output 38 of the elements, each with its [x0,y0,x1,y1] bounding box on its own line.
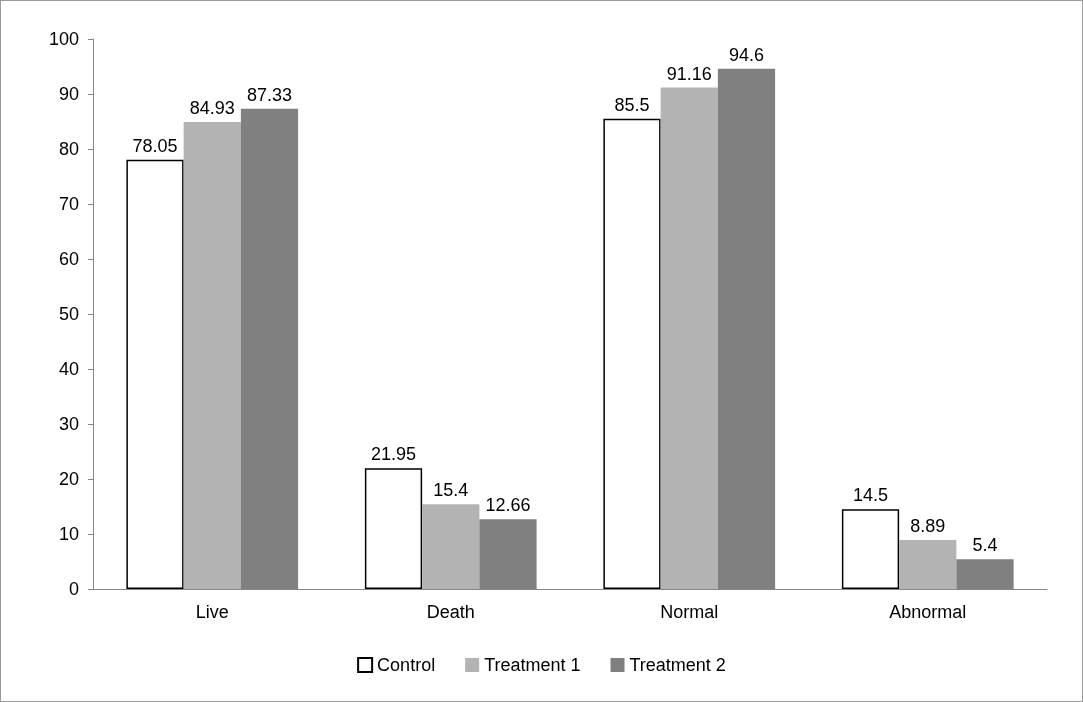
x-tick-label: Live [195,602,229,622]
y-tick-label: 100 [48,29,79,49]
data-label: 87.33 [246,84,293,105]
y-tick-label: 40 [58,359,79,379]
data-label: 15.4 [433,480,469,501]
data-label: 8.89 [910,516,946,537]
data-label: 12.66 [485,495,531,516]
legend-label: Control [377,655,436,675]
data-label: 5.4 [972,535,998,556]
bar [364,468,423,589]
bar [660,87,718,589]
bar [126,159,184,589]
y-tick-label: 90 [58,84,79,104]
y-tick-label: 0 [68,579,79,599]
bar [183,121,241,589]
legend-label: Treatment 2 [629,655,726,675]
data-label: 14.5 [852,485,889,506]
y-tick-label: 50 [58,304,79,324]
y-tick-label: 80 [58,139,79,159]
bar [603,118,661,589]
y-tick-label: 30 [58,414,79,434]
data-label: 21.95 [370,444,417,465]
y-tick-label: 60 [58,249,79,269]
x-tick-label: Normal [660,602,719,622]
data-label: 84.93 [189,97,235,118]
y-tick-label: 10 [58,524,79,544]
x-tick-label: Abnormal [889,602,967,622]
data-label: 94.6 [728,44,765,65]
x-tick-label: Death [426,602,475,622]
data-label: 78.05 [132,135,178,156]
data-label: 91.16 [666,63,712,84]
y-tick-label: 70 [58,194,79,214]
data-label: 85.5 [614,94,650,115]
bar [841,509,900,589]
bar [899,540,957,589]
legend-label: Treatment 1 [484,655,581,675]
y-tick-label: 20 [58,469,79,489]
bar [422,504,480,589]
